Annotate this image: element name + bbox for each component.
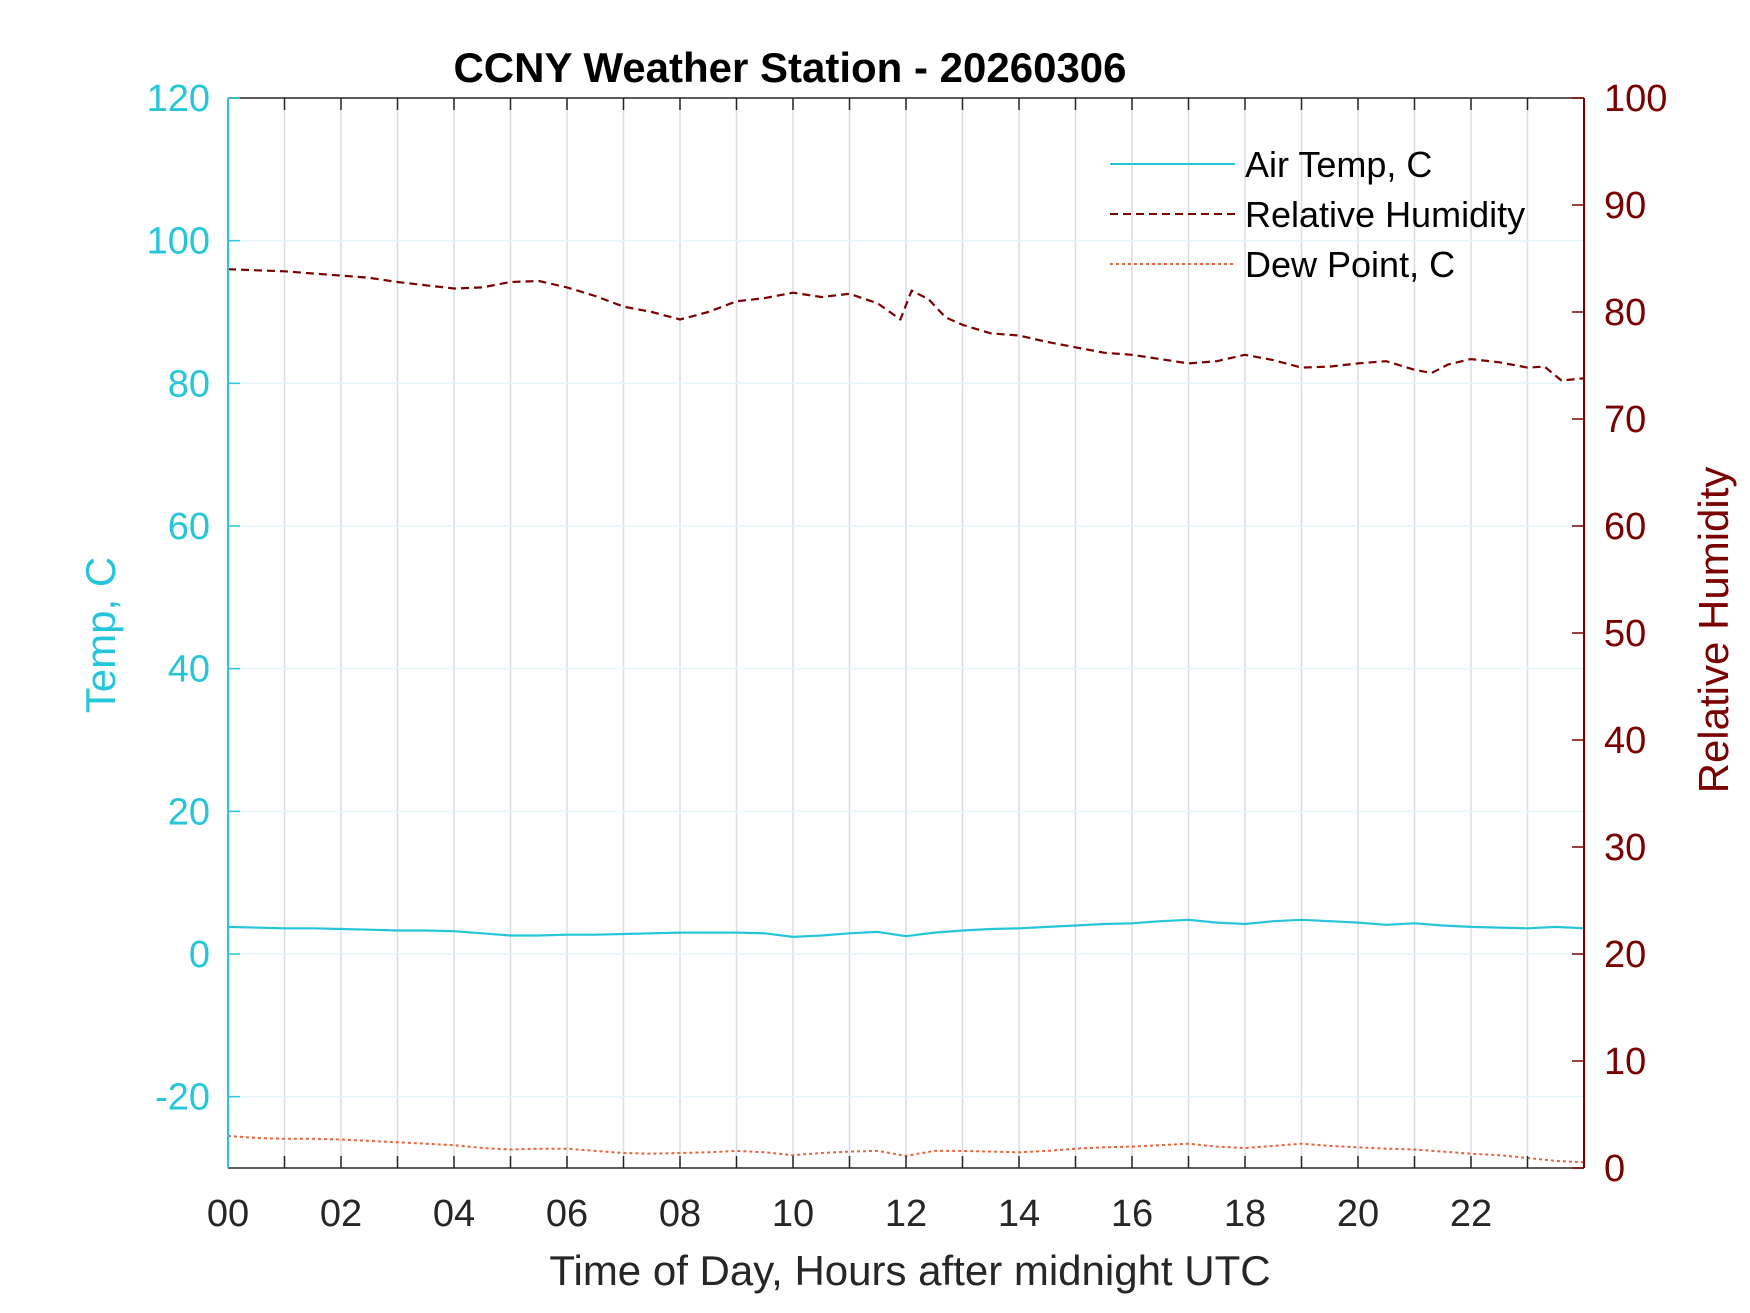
y-left-tick-label: 80 xyxy=(168,363,210,405)
y-left-tick-label: 40 xyxy=(168,649,210,691)
y-left-tick-label: 0 xyxy=(189,934,210,976)
grid xyxy=(228,98,1584,1168)
y-right-tick-label: 40 xyxy=(1604,720,1646,762)
y-right-tick-label: 30 xyxy=(1604,827,1646,869)
y-left-tick-label: -20 xyxy=(155,1077,210,1119)
y-left-tick-label: 20 xyxy=(168,791,210,833)
y-right-tick-label: 100 xyxy=(1604,78,1667,120)
tick-labels: 00 02 04 06 08 10 12 14 16 18 20 22-200204060801001… xyxy=(147,78,1668,1235)
series-lines xyxy=(227,268,1585,1164)
x-tick-label: 02 xyxy=(320,1193,362,1235)
legend: Air Temp, C Relative Humidity Dew Point, C xyxy=(1110,144,1525,285)
x-tick-label: 00 xyxy=(207,1193,249,1235)
x-tick-label: 04 xyxy=(433,1193,475,1235)
y-right-tick-label: 50 xyxy=(1604,613,1646,655)
x-tick-label: 16 xyxy=(1111,1193,1153,1235)
chart-title: CCNY Weather Station - 20260306 xyxy=(453,44,1126,91)
y-right-tick-label: 90 xyxy=(1604,185,1646,227)
x-tick-label: 18 xyxy=(1224,1193,1266,1235)
y-right-tick-label: 60 xyxy=(1604,506,1646,548)
x-tick-label: 06 xyxy=(546,1193,588,1235)
legend-label: Relative Humidity xyxy=(1245,194,1525,235)
x-tick-label: 22 xyxy=(1450,1193,1492,1235)
y-right-tick-label: 80 xyxy=(1604,292,1646,334)
series-line-air-temp xyxy=(227,918,1585,939)
y-left-tick-label: 120 xyxy=(147,78,210,120)
x-tick-label: 20 xyxy=(1337,1193,1379,1235)
y-axis-label-right: Relative Humidity xyxy=(1690,467,1737,794)
series-line-dew-point xyxy=(227,1134,1585,1164)
y-right-tick-label: 20 xyxy=(1604,934,1646,976)
legend-label: Air Temp, C xyxy=(1245,144,1432,185)
series-line-relative-humidity xyxy=(227,268,1585,382)
x-tick-label: 08 xyxy=(659,1193,701,1235)
x-axis-label: Time of Day, Hours after midnight UTC xyxy=(549,1247,1270,1294)
y-left-tick-label: 60 xyxy=(168,506,210,548)
y-axis-label-left: Temp, C xyxy=(77,557,124,713)
axes xyxy=(227,97,1585,1169)
y-left-tick-label: 100 xyxy=(147,221,210,263)
y-right-tick-label: 70 xyxy=(1604,399,1646,441)
legend-label: Dew Point, C xyxy=(1245,244,1455,285)
y-right-tick-label: 10 xyxy=(1604,1041,1646,1083)
x-tick-label: 12 xyxy=(885,1193,927,1235)
y-right-tick-label: 0 xyxy=(1604,1148,1625,1190)
x-tick-label: 10 xyxy=(772,1193,814,1235)
x-tick-label: 14 xyxy=(998,1193,1040,1235)
